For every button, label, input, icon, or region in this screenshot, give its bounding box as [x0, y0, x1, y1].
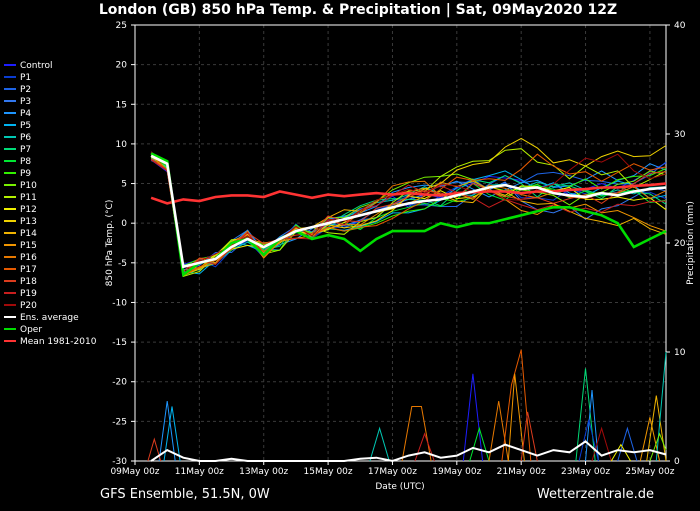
legend-item: P3	[20, 97, 31, 107]
footer-brand: Wetterzentrale.de	[537, 487, 654, 502]
series-p18	[150, 158, 667, 273]
precip-series-p18	[147, 437, 162, 462]
precip-series-p6	[655, 351, 667, 462]
legend-item: P19	[20, 289, 37, 299]
series-p6	[150, 157, 667, 271]
y2-axis-label: Precipitation (mm)	[686, 201, 696, 285]
x-tick-label: 23May 00z	[561, 467, 610, 477]
legend-item: P10	[20, 181, 37, 191]
x-axis: 09May 00z 11May 00z 13May 00z 15May 00z 17Ma…	[110, 461, 675, 477]
y-tick-label: -30	[112, 457, 127, 467]
legend-item: P1	[20, 73, 31, 83]
x-tick-label: 11May 00z	[175, 467, 224, 477]
precip-series-p15	[507, 373, 525, 462]
x-axis-label: Date (UTC)	[375, 482, 424, 492]
precip-series-p16	[401, 406, 432, 462]
legend-item: P8	[20, 157, 31, 167]
precip-series-p6	[369, 426, 390, 462]
x-tick-label: 17May 00z	[368, 467, 417, 477]
series-layer	[147, 137, 667, 463]
x-tick-label: 13May 00z	[239, 467, 288, 477]
legend-item: P18	[20, 277, 37, 287]
legend-item: P5	[20, 121, 31, 131]
y2-tick-label: 20	[674, 239, 686, 249]
x-tick-label: 19May 00z	[432, 467, 481, 477]
legend-item: Control	[20, 61, 53, 71]
precip-series-control	[462, 373, 484, 462]
legend-item: P11	[20, 193, 37, 203]
legend-item: P14	[20, 229, 37, 239]
x-tick-label: 15May 00z	[304, 467, 353, 477]
precip-series-p4	[585, 390, 599, 462]
precip-series-p12	[610, 443, 632, 462]
legend-item: P15	[20, 241, 37, 251]
y-axis-left: 25 20 15 10 5 0 -5 -10 -15 -20 -25 -30	[112, 21, 135, 467]
y2-tick-label: 30	[674, 130, 686, 140]
precip-series-p8	[469, 426, 490, 462]
precip-series-p19	[414, 432, 435, 462]
y-tick-label: 5	[121, 180, 127, 190]
series-p13	[150, 137, 667, 276]
y2-tick-label: 40	[674, 21, 686, 31]
plot-frame	[134, 24, 667, 462]
legend-item: Ens. average	[20, 313, 79, 323]
y-tick-label: -20	[112, 378, 127, 388]
legend-item: Mean 1981-2010	[20, 337, 97, 347]
legend-item: P17	[20, 265, 37, 275]
precip-series-p15	[639, 417, 661, 462]
precip-series-p5	[163, 406, 181, 462]
y-tick-label: 10	[116, 140, 128, 150]
y-tick-label: 25	[116, 21, 127, 31]
legend-item: Oper	[20, 325, 42, 335]
x-tick-label: 21May 00z	[497, 467, 546, 477]
y-tick-label: -15	[112, 338, 127, 348]
precip-series-p7	[575, 368, 596, 462]
y2-tick-label: 0	[674, 457, 680, 467]
series-p5	[150, 157, 667, 275]
chart-title: London (GB) 850 hPa Temp. & Precipitatio…	[99, 2, 617, 18]
y-tick-label: -5	[118, 259, 127, 269]
precip-series-p4	[158, 401, 176, 462]
y-axis-label: 850 hPa Temp. (°C)	[105, 200, 115, 287]
precip-series-ens-average	[150, 440, 667, 463]
legend-item: P4	[20, 109, 31, 119]
legend-item: P7	[20, 145, 31, 155]
legend-item: P13	[20, 217, 37, 227]
series-ens-average	[150, 154, 667, 269]
legend-item: P2	[20, 85, 31, 95]
series-mean-1981-2010	[150, 182, 667, 205]
y-tick-label: 20	[116, 61, 128, 71]
series-oper	[150, 152, 667, 278]
y-tick-label: -10	[112, 298, 127, 308]
grid	[134, 24, 666, 462]
y-tick-label: 0	[121, 219, 127, 229]
series-p16	[150, 152, 667, 277]
legend-item: P16	[20, 253, 37, 263]
precip-series-p1	[578, 419, 599, 462]
y-tick-label: 15	[116, 100, 127, 110]
legend: Control P1 P2 P3 P4 P5 P6 P7 P8 P9 P10 P11 P12 P13 P14…	[4, 61, 97, 347]
legend-item: P9	[20, 169, 31, 179]
legend-item: P12	[20, 205, 37, 215]
precip-series-p17	[501, 349, 532, 462]
precip-series-p18	[520, 411, 538, 462]
legend-item: P20	[20, 301, 37, 311]
y-axis-right: 40 30 20 10 0	[666, 21, 686, 467]
legend-item: P6	[20, 133, 31, 143]
y-tick-label: -25	[112, 417, 127, 427]
precip-series-p14	[646, 395, 667, 462]
y2-tick-label: 10	[674, 348, 686, 358]
series-p17	[150, 153, 667, 276]
x-tick-label: 09May 00z	[110, 467, 159, 477]
x-tick-label: 25May 00z	[625, 467, 674, 477]
footer-model: GFS Ensemble, 51.5N, 0W	[100, 487, 270, 502]
precip-series-p16	[488, 401, 509, 462]
